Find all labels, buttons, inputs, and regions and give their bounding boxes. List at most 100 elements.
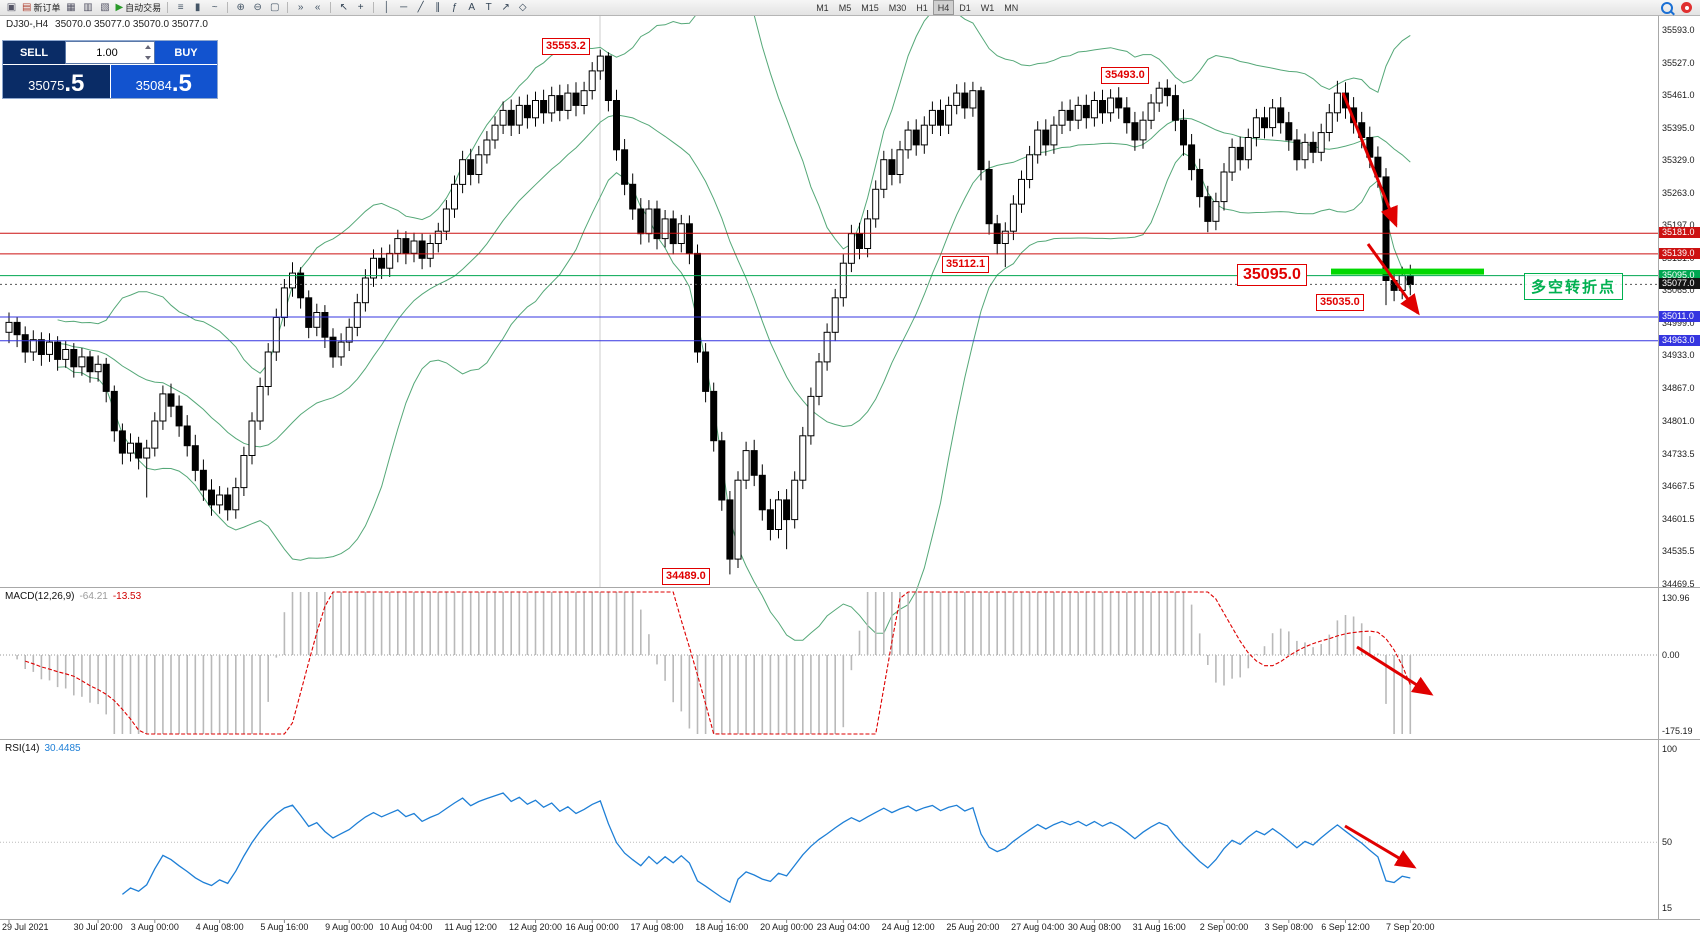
panel-separator[interactable]	[0, 587, 1700, 588]
chart-ohlc: 35070.0 35077.0 35070.0 35077.0	[55, 19, 208, 30]
volume-increase-icon[interactable]	[144, 45, 151, 49]
cursor-icon[interactable]: ↖	[335, 1, 352, 14]
navigator-icon-glyph: ▧	[100, 1, 110, 13]
volume-decrease-icon[interactable]	[144, 56, 151, 60]
channel-icon-glyph: ∥	[435, 1, 441, 13]
shapes-icon[interactable]: ◇	[514, 1, 531, 14]
text-label-icon-glyph: T	[485, 1, 492, 13]
text-icon[interactable]: A	[463, 1, 480, 14]
timeframe-m30[interactable]: M30	[888, 2, 907, 13]
auto-trading-button-label: 自动交易	[125, 3, 162, 13]
macd-label: MACD(12,26,9) -64.21 -13.53	[5, 591, 146, 602]
data-window-icon-glyph: ▥	[83, 1, 93, 13]
zoom-in-icon-glyph: ⊕	[236, 1, 245, 13]
candlestick-chart-icon[interactable]: ▮	[189, 1, 206, 14]
toolbar-separator	[227, 2, 229, 13]
timeframe-m1[interactable]: M1	[816, 2, 829, 13]
buy-button[interactable]: BUY	[155, 41, 217, 64]
sell-price-frac: .5	[64, 70, 85, 97]
volume-stepper[interactable]	[143, 45, 152, 60]
timeframe-m15[interactable]: M15	[861, 2, 879, 13]
toolbar-separator	[330, 2, 332, 13]
bar-chart-icon[interactable]: ≡	[172, 1, 189, 14]
timeframe-mn[interactable]: MN	[1004, 2, 1019, 13]
sell-price-main: 35075	[28, 78, 65, 93]
toolbar-separator	[373, 2, 375, 13]
auto-trading-glyph: ▶	[115, 1, 124, 13]
crosshair-icon-glyph: +	[357, 1, 364, 13]
new-order-glyph: ▤	[22, 1, 32, 13]
chart-shift-icon-glyph: «	[314, 1, 321, 13]
rsi-label: RSI(14) 30.4485	[5, 743, 86, 754]
fibonacci-icon[interactable]: ƒ	[446, 1, 463, 14]
crosshair-icon[interactable]: +	[352, 1, 369, 14]
search-icon[interactable]	[1661, 1, 1673, 14]
horizontal-line-icon-glyph: ─	[400, 1, 408, 13]
fibonacci-icon-glyph: ƒ	[451, 1, 458, 13]
auto-trading-button[interactable]: ▶ 自动交易	[113, 1, 163, 14]
chart-symbol-period: DJ30-,H4	[6, 19, 49, 30]
trendline-icon[interactable]: ╱	[412, 1, 429, 14]
sell-button[interactable]: SELL	[3, 41, 65, 64]
chart-shift-icon[interactable]: «	[309, 1, 326, 14]
navigator-icon[interactable]: ▧	[96, 1, 113, 14]
bar-chart-icon-glyph: ≡	[177, 1, 184, 13]
tile-windows-icon[interactable]: ▢	[266, 1, 283, 14]
buy-price-frac: .5	[171, 70, 192, 97]
timeframe-m5[interactable]: M5	[838, 2, 852, 13]
terminal-icon[interactable]: ▣	[3, 1, 20, 14]
trendline-icon-glyph: ╱	[417, 1, 424, 13]
timeframe-w1[interactable]: W1	[980, 2, 995, 13]
buy-price[interactable]: 35084.5	[110, 65, 217, 98]
volume-input[interactable]	[66, 45, 154, 60]
one-click-trading-panel: SELL BUY 35075.5 35084.5	[2, 40, 218, 99]
text-label-icon[interactable]: T	[480, 1, 497, 14]
volume-field	[65, 41, 155, 64]
tile-windows-icon-glyph: ▢	[269, 1, 280, 13]
market-watch-icon[interactable]: ▦	[62, 1, 79, 14]
vertical-line-icon[interactable]: │	[378, 1, 395, 14]
horizontal-line-icon[interactable]: ─	[395, 1, 412, 14]
terminal-icon-glyph: ▣	[6, 1, 17, 13]
market-watch-icon-glyph: ▦	[66, 1, 76, 13]
toolbar: ▣ ▤ 新订单 ▦ ▥ ▧ ▶ 自动交易 ≡ ▮ ~ ⊕ ⊖ ▢» «↖ + │ ─ ╱ ∥ ƒ A T ↗ ◇ M1 M5 M15…	[0, 0, 1700, 16]
vertical-line-icon-glyph: │	[383, 1, 390, 13]
price-axis-border	[1658, 16, 1659, 919]
new-order-button[interactable]: ▤ 新订单	[20, 1, 62, 14]
zoom-out-icon-glyph: ⊖	[253, 1, 262, 13]
line-chart-icon[interactable]: ~	[206, 1, 223, 14]
arrows-icon-glyph: ↗	[501, 1, 510, 13]
auto-scroll-icon[interactable]: »	[292, 1, 309, 14]
toolbar-separator	[167, 2, 169, 13]
buy-price-main: 35084	[135, 78, 172, 93]
rsi-value: 30.4485	[44, 743, 81, 754]
zoom-in-icon[interactable]: ⊕	[232, 1, 249, 14]
alert-badge-icon[interactable]	[1681, 2, 1692, 13]
channel-icon[interactable]: ∥	[429, 1, 446, 14]
sell-price[interactable]: 35075.5	[3, 65, 111, 98]
macd-title: MACD(12,26,9)	[5, 591, 75, 602]
panel-separator[interactable]	[0, 919, 1700, 920]
macd-value: -64.21	[79, 591, 108, 602]
toolbar-groups: ▣ ▤ 新订单 ▦ ▥ ▧ ▶ 自动交易 ≡ ▮ ~ ⊕ ⊖ ▢» «↖ + │ ─ ╱ ∥ ƒ A T ↗ ◇	[3, 1, 531, 14]
timeframe-h1[interactable]: H1	[916, 2, 928, 13]
rsi-title: RSI(14)	[5, 743, 40, 754]
panel-separator[interactable]	[0, 739, 1700, 740]
toolbar-right	[1661, 1, 1700, 14]
chart-info: DJ30-,H4 35070.0 35077.0 35070.0 35077.0	[6, 19, 212, 30]
auto-scroll-icon-glyph: »	[297, 1, 304, 13]
cursor-icon-glyph: ↖	[339, 1, 348, 13]
macd-signal-value: -13.53	[112, 591, 142, 602]
data-window-icon[interactable]: ▥	[79, 1, 96, 14]
line-chart-icon-glyph: ~	[211, 1, 218, 13]
zoom-out-icon[interactable]: ⊖	[249, 1, 266, 14]
shapes-icon-glyph: ◇	[518, 1, 527, 13]
arrows-icon[interactable]: ↗	[497, 1, 514, 14]
toolbar-separator	[287, 2, 289, 13]
timeframe-h4[interactable]: H4	[932, 0, 955, 15]
timeframe-d1[interactable]: D1	[959, 2, 971, 13]
candlestick-chart-icon-glyph: ▮	[194, 1, 201, 13]
new-order-button-label: 新订单	[33, 3, 61, 13]
